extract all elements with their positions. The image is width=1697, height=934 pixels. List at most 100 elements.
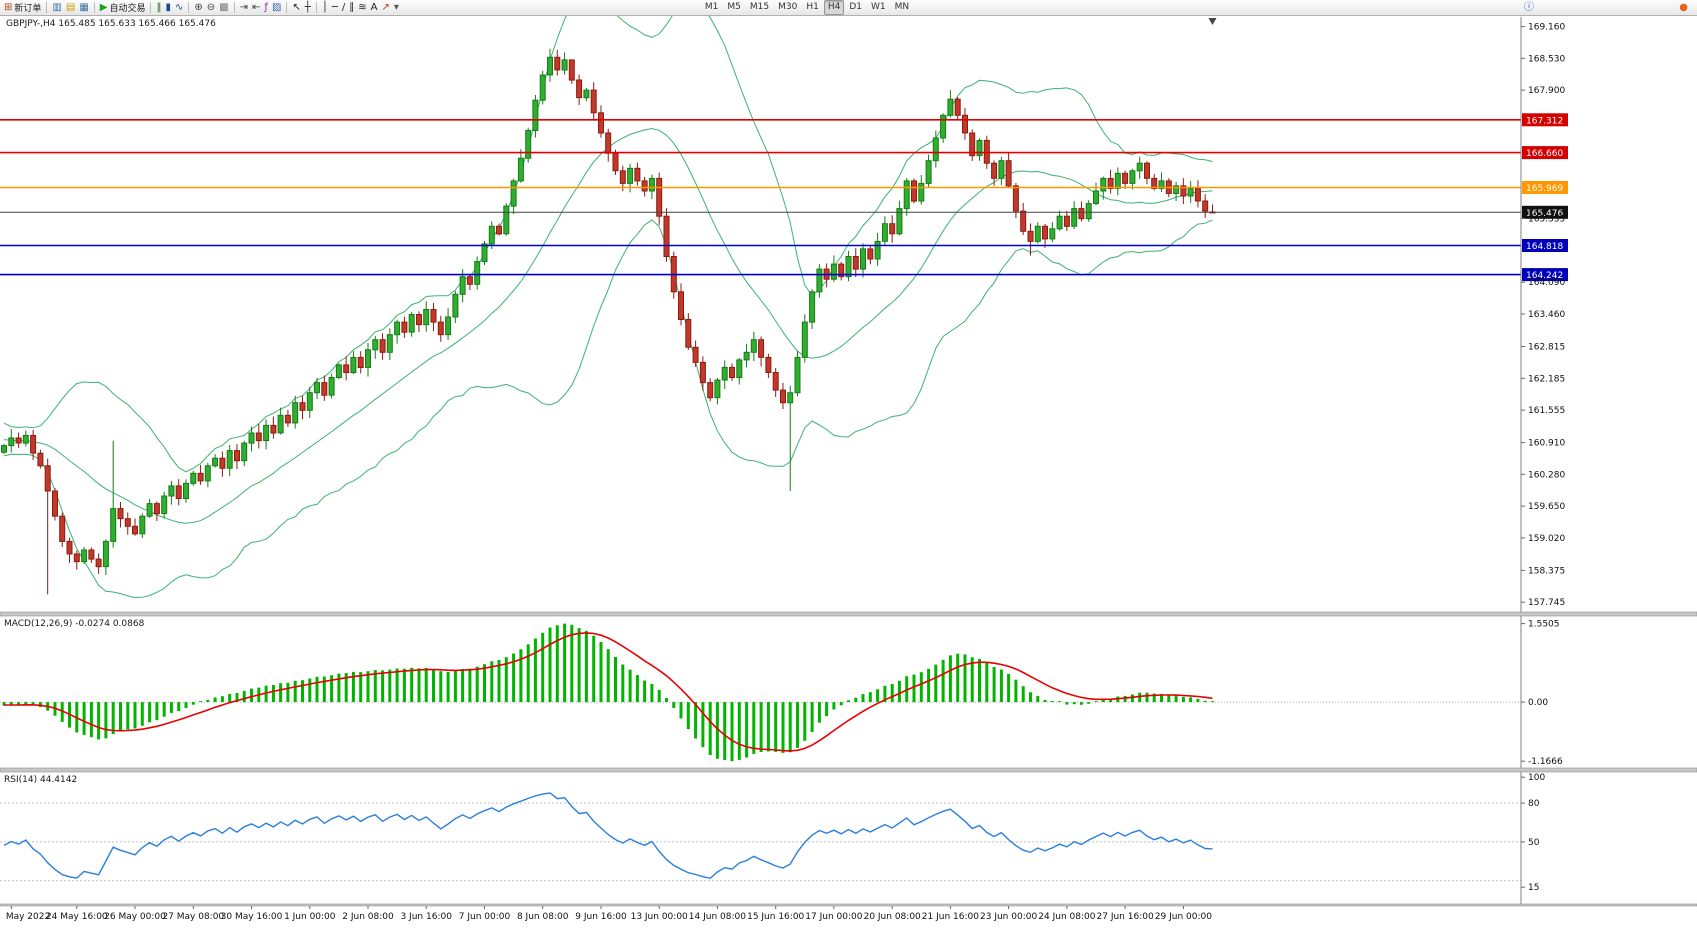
pane-separator[interactable] [0,903,1697,907]
candlesticks-button[interactable]: ▮ [163,1,173,15]
candle [809,291,816,323]
pane-separator[interactable] [0,767,1697,773]
timeframe-w1-button[interactable]: W1 [871,2,886,12]
rsi-pane[interactable]: 100 80 50 15 [0,773,1545,893]
support-line-2[interactable]: 164.242 [0,268,1568,282]
channel-button[interactable]: ∥ [347,1,356,15]
candle [874,240,881,260]
text-button[interactable]: A [369,1,380,15]
new-chart-button[interactable]: ▤ [64,1,77,15]
objects-dropdown[interactable]: ▾ [392,1,401,15]
candle [161,495,168,515]
timeframe-h4-button[interactable]: H4 [823,0,845,15]
candle [707,382,714,399]
candle [1012,185,1019,212]
candle [219,457,226,469]
price-axis[interactable]: 169.160 168.530 167.900 165.355 164.090 163.4… [1521,23,1565,609]
fibonacci-icon: ≋ [358,1,367,13]
price-tick-label: 169.160 [1528,23,1565,33]
info-icon: ⓘ [1524,1,1534,13]
candle [663,215,670,257]
candle [641,180,648,192]
tick-chart-button[interactable]: ▥ [50,1,63,15]
candle [561,59,568,71]
candle [255,432,262,442]
time-tick-label: 14 Jun 08:00 [689,912,746,922]
chart-symbol-label: GBPJPY-,H4 165.485 165.633 165.466 165.4… [6,19,216,29]
grid-button[interactable]: ▩ [217,1,230,15]
autotrading-button-label: 自动交易 [109,4,146,14]
timeframe-d1-button[interactable]: D1 [849,2,862,12]
pane-separator[interactable] [0,611,1697,617]
time-tick-label: 7 Jun 00:00 [459,912,511,922]
candle [1194,187,1201,202]
candle [226,450,233,469]
info-button[interactable]: ⓘ [1522,1,1536,15]
current-price-line[interactable]: 165.476 [0,205,1568,219]
candle [1187,187,1194,197]
support-line-1[interactable]: 164.818 [0,239,1568,252]
horizontal-line-icon: ─ [331,1,338,13]
candle [212,457,219,467]
trendline-button[interactable]: / [340,1,347,15]
candle [852,256,859,270]
zoom-in-button[interactable]: ⊕ [192,1,204,15]
candle [437,321,444,336]
candle [37,452,44,467]
rsi-tick-label: 80 [1528,799,1540,809]
candle [416,314,422,326]
timeframe-m1-button[interactable]: M1 [704,2,719,12]
new-order-button[interactable]: ⊞ 新订单 [2,1,43,15]
candle [510,180,517,207]
bars-button[interactable]: ‖ [154,1,163,15]
chart-shift-button[interactable]: ⇤ [250,1,262,15]
time-tick-label: 26 May 00:00 [104,912,166,922]
timeframe-m30-button[interactable]: M30 [778,2,798,12]
indicators-button[interactable]: ƒ [262,1,270,15]
candle [357,356,364,368]
candle [503,205,510,235]
timeframe-m5-button[interactable]: M5 [727,2,741,12]
line-chart-button[interactable]: ∿ [173,1,185,15]
macd-signal-line [4,632,1213,752]
timeframe-mn-button[interactable]: MN [894,2,910,12]
resistance-line-2[interactable]: 166.660 [0,146,1568,160]
timeframe-h1-button[interactable]: H1 [806,2,819,12]
candle [729,366,735,378]
candle [787,392,794,404]
zoom-out-button[interactable]: ⊖ [205,1,217,15]
candle [976,140,983,157]
crosshair-button[interactable]: ┼ [303,1,313,15]
candle [889,223,896,235]
connection-status[interactable]: ● [1677,1,1690,15]
arrow-button[interactable]: ↗ [379,1,391,15]
candle [1027,230,1034,242]
profiles-button[interactable]: ▦ [77,1,90,15]
macd-tick-label: 0.00 [1528,698,1548,708]
price-tick-label: 161.555 [1528,406,1565,416]
toolbar-separator [233,2,235,13]
candle [750,339,757,353]
candle [1107,177,1114,189]
auto-scroll-button[interactable]: ⇥ [238,1,250,15]
pivot-line[interactable]: 165.969 [0,181,1568,194]
price-line-label: 165.476 [1526,209,1563,219]
horizontal-line-button[interactable]: ─ [330,1,340,15]
autotrading-button[interactable]: ▶ 自动交易 [98,1,148,15]
price-tick-label: 157.745 [1528,598,1565,608]
fibonacci-button[interactable]: ≋ [356,1,368,15]
time-tick-label: 24 May 16:00 [46,912,108,922]
cursor-button[interactable]: ↖ [290,1,302,15]
candle [532,99,539,131]
resistance-line-1[interactable]: 167.312 [0,113,1568,127]
rsi-label: RSI(14) 44.4142 [4,775,77,785]
templates-button[interactable]: ▨ [270,1,283,15]
vertical-line-button[interactable]: │ [320,1,330,15]
candle [903,180,910,210]
timeframe-m15-button[interactable]: M15 [749,2,770,12]
connection-status-icon: ● [1679,1,1688,13]
candle [263,424,270,441]
macd-pane[interactable]: 1.5505 0.00 -1.1666 [0,620,1563,768]
